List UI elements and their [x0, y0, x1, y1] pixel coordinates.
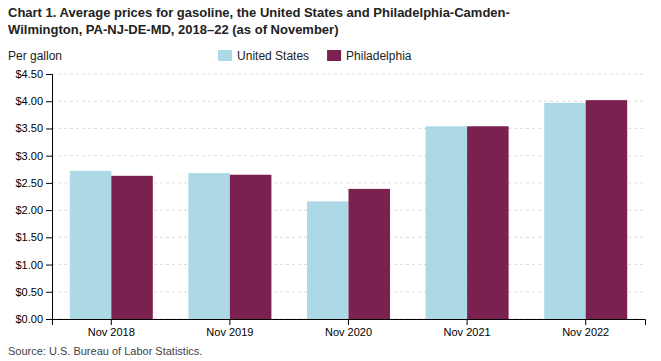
- legend-item: United States: [218, 49, 309, 63]
- bar: [349, 189, 391, 319]
- y-tick-mark: [46, 292, 52, 293]
- y-tick-mark: [46, 101, 52, 102]
- y-tick-mark: [46, 319, 52, 320]
- y-axis: $0.00 $0.50 $1.00 $1.50 $2.00 $2.50 $3.00 $3.50…: [15, 68, 52, 325]
- y-tick: $3.00: [15, 150, 52, 162]
- x-tick-label: Nov 2020: [325, 326, 372, 338]
- legend-label: Philadelphia: [346, 49, 412, 63]
- y-tick-label: $0.50: [15, 286, 43, 298]
- bar: [426, 126, 468, 319]
- y-tick-label: $3.50: [15, 122, 43, 134]
- y-axis-line: [46, 75, 53, 320]
- y-tick: $2.50: [15, 177, 52, 189]
- x-tick: Nov 2020: [325, 319, 372, 338]
- x-tick: Nov 2022: [562, 319, 609, 338]
- bar: [188, 173, 230, 319]
- x-tick: Nov 2021: [444, 319, 491, 338]
- y-tick-label: $0.00: [15, 313, 43, 325]
- x-tick-mark: [229, 319, 230, 325]
- y-tick-mark: [46, 156, 52, 157]
- x-axis-line: [53, 320, 646, 326]
- y-tick: $4.00: [15, 95, 52, 107]
- y-tick-mark: [46, 265, 52, 266]
- y-axis-title: Per gallon: [8, 49, 62, 63]
- y-tick-label: $2.50: [15, 177, 43, 189]
- x-axis: Nov 2018 Nov 2019 Nov 2020 Nov 2021 Nov 2022: [53, 319, 646, 338]
- y-tick-label: $4.00: [15, 95, 43, 107]
- x-tick-mark: [111, 319, 112, 325]
- bar: [586, 100, 628, 319]
- bar: [307, 201, 349, 319]
- x-tick-label: Nov 2018: [88, 326, 135, 338]
- legend-swatch: [218, 50, 232, 61]
- legend: United States Philadelphia: [218, 49, 412, 63]
- y-tick: $0.50: [15, 286, 52, 298]
- y-tick-label: $3.00: [15, 150, 43, 162]
- plot: $0.00 $0.50 $1.00 $1.50 $2.00 $2.50 $3.00 $3.50…: [15, 68, 645, 338]
- bar: [544, 103, 586, 319]
- x-tick-label: Nov 2022: [562, 326, 609, 338]
- y-tick-label: $2.00: [15, 204, 43, 216]
- x-tick: Nov 2018: [88, 319, 135, 338]
- y-tick-mark: [46, 74, 52, 75]
- grid-line: [52, 74, 645, 75]
- y-tick-mark: [46, 183, 52, 184]
- y-tick-label: $1.50: [15, 231, 43, 243]
- legend-label: United States: [237, 49, 309, 63]
- y-tick-mark: [46, 128, 52, 129]
- grid-line: [52, 101, 645, 102]
- bar-series: [70, 103, 586, 319]
- legend-swatch: [327, 50, 341, 61]
- grid: [52, 74, 645, 319]
- y-tick: $1.00: [15, 259, 52, 271]
- bars: [70, 100, 627, 319]
- y-tick: $1.50: [15, 231, 52, 243]
- y-tick-label: $4.50: [15, 68, 43, 80]
- bar: [467, 126, 509, 319]
- bar: [111, 176, 153, 319]
- x-tick-mark: [585, 319, 586, 325]
- title: Wilmington, PA-NJ-DE-MD, 2018–22 (as of …: [8, 22, 338, 37]
- y-tick: $3.50: [15, 122, 52, 134]
- bar: [70, 171, 112, 319]
- y-tick-mark: [46, 210, 52, 211]
- y-tick: $2.00: [15, 204, 52, 216]
- chart: Chart 1. Average prices for gasoline, th…: [0, 0, 661, 361]
- annotation: Source: U.S. Bureau of Labor Statistics.: [8, 345, 202, 357]
- title: Chart 1. Average prices for gasoline, th…: [8, 5, 510, 20]
- x-tick: Nov 2019: [206, 319, 253, 338]
- x-tick-label: Nov 2021: [444, 326, 491, 338]
- y-tick-mark: [46, 237, 52, 238]
- bar-series: [111, 100, 627, 319]
- y-tick: $0.00: [15, 313, 52, 325]
- bar: [230, 175, 272, 319]
- x-tick-label: Nov 2019: [206, 326, 253, 338]
- x-tick-mark: [348, 319, 349, 325]
- y-tick-label: $1.00: [15, 259, 43, 271]
- x-tick-mark: [467, 319, 468, 325]
- y-tick: $4.50: [15, 68, 52, 80]
- legend-item: Philadelphia: [327, 49, 412, 63]
